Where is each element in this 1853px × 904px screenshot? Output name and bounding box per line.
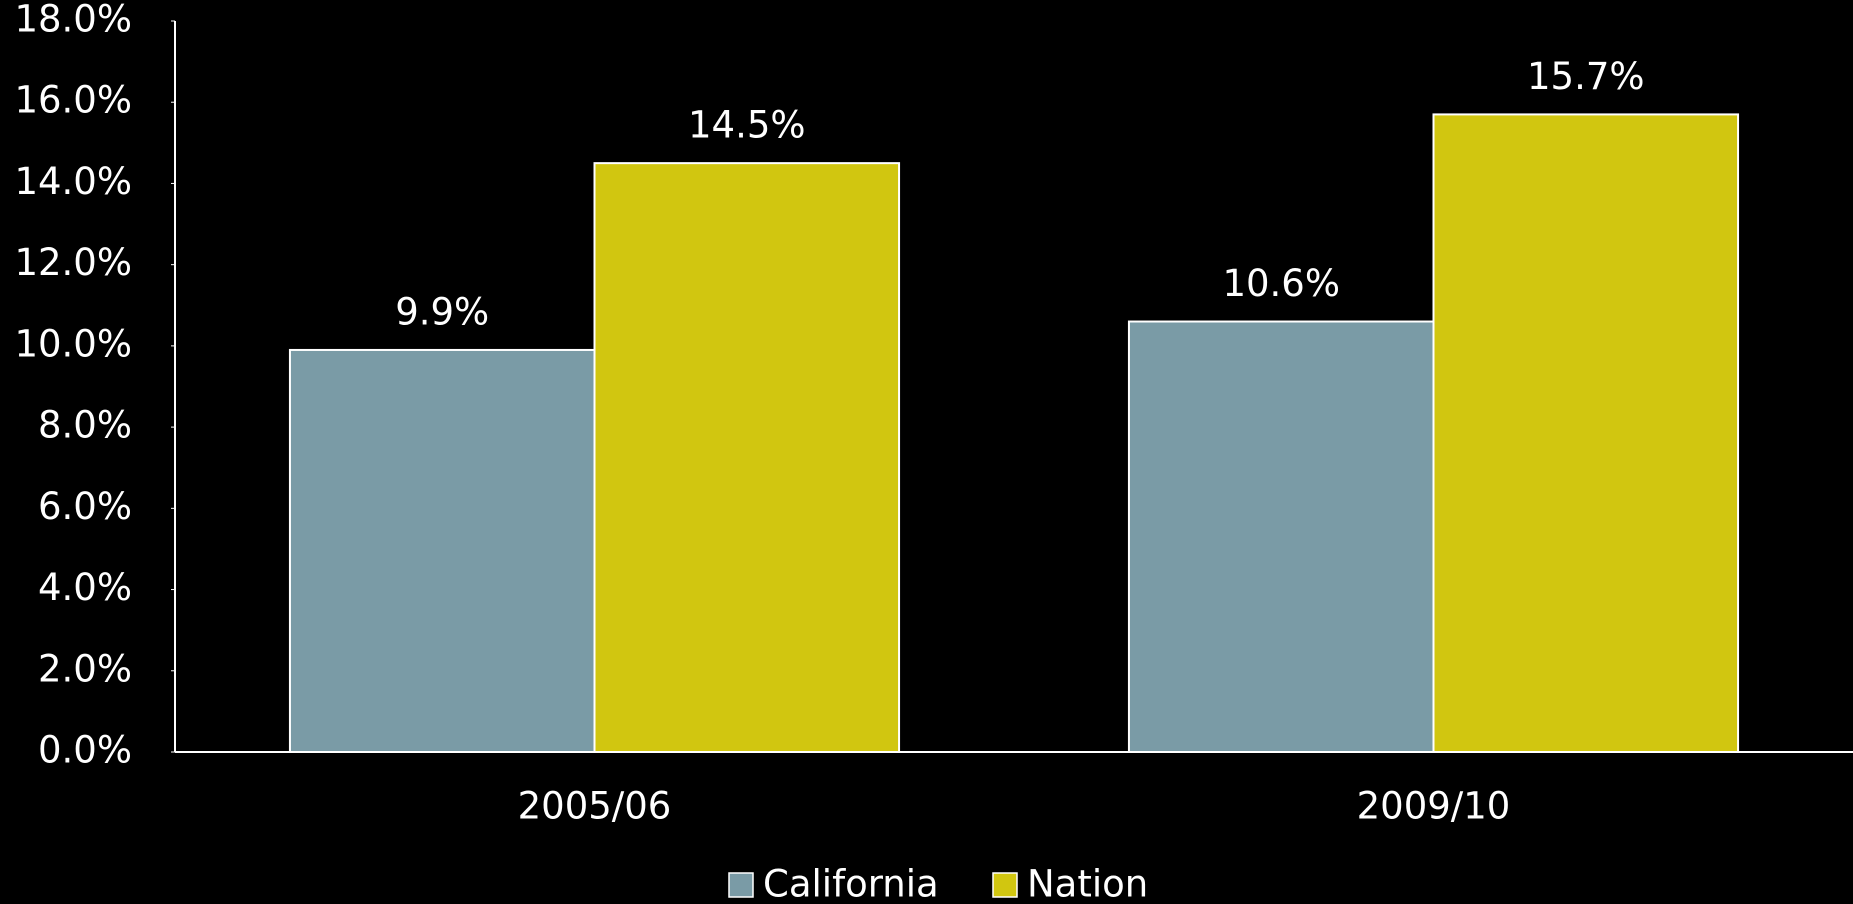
- y-tick-label: 12.0%: [14, 241, 132, 284]
- y-tick-label: 8.0%: [38, 404, 132, 447]
- y-tick-label: 4.0%: [38, 566, 132, 609]
- y-tick-label: 2.0%: [38, 647, 132, 690]
- x-tick-label: 2009/10: [1357, 785, 1511, 828]
- value-label: 10.6%: [1222, 262, 1340, 305]
- bar: [593, 162, 901, 753]
- legend-label: California: [763, 863, 939, 904]
- y-tick-label: 16.0%: [14, 79, 132, 122]
- value-label: 9.9%: [395, 290, 489, 333]
- y-tick-label: 18.0%: [14, 0, 132, 41]
- value-label: 14.5%: [688, 104, 806, 147]
- x-tick-label: 2005/06: [518, 785, 672, 828]
- bar: [1432, 113, 1740, 753]
- bar: [288, 348, 596, 753]
- y-tick-label: 14.0%: [14, 160, 132, 203]
- y-tick-label: 0.0%: [38, 729, 132, 772]
- legend-swatch: [728, 872, 754, 898]
- bar: [1127, 320, 1435, 753]
- y-tick-label: 10.0%: [14, 322, 132, 365]
- y-tick-label: 6.0%: [38, 485, 132, 528]
- legend-swatch: [992, 872, 1018, 898]
- value-label: 15.7%: [1527, 55, 1645, 98]
- legend-label: Nation: [1027, 863, 1148, 904]
